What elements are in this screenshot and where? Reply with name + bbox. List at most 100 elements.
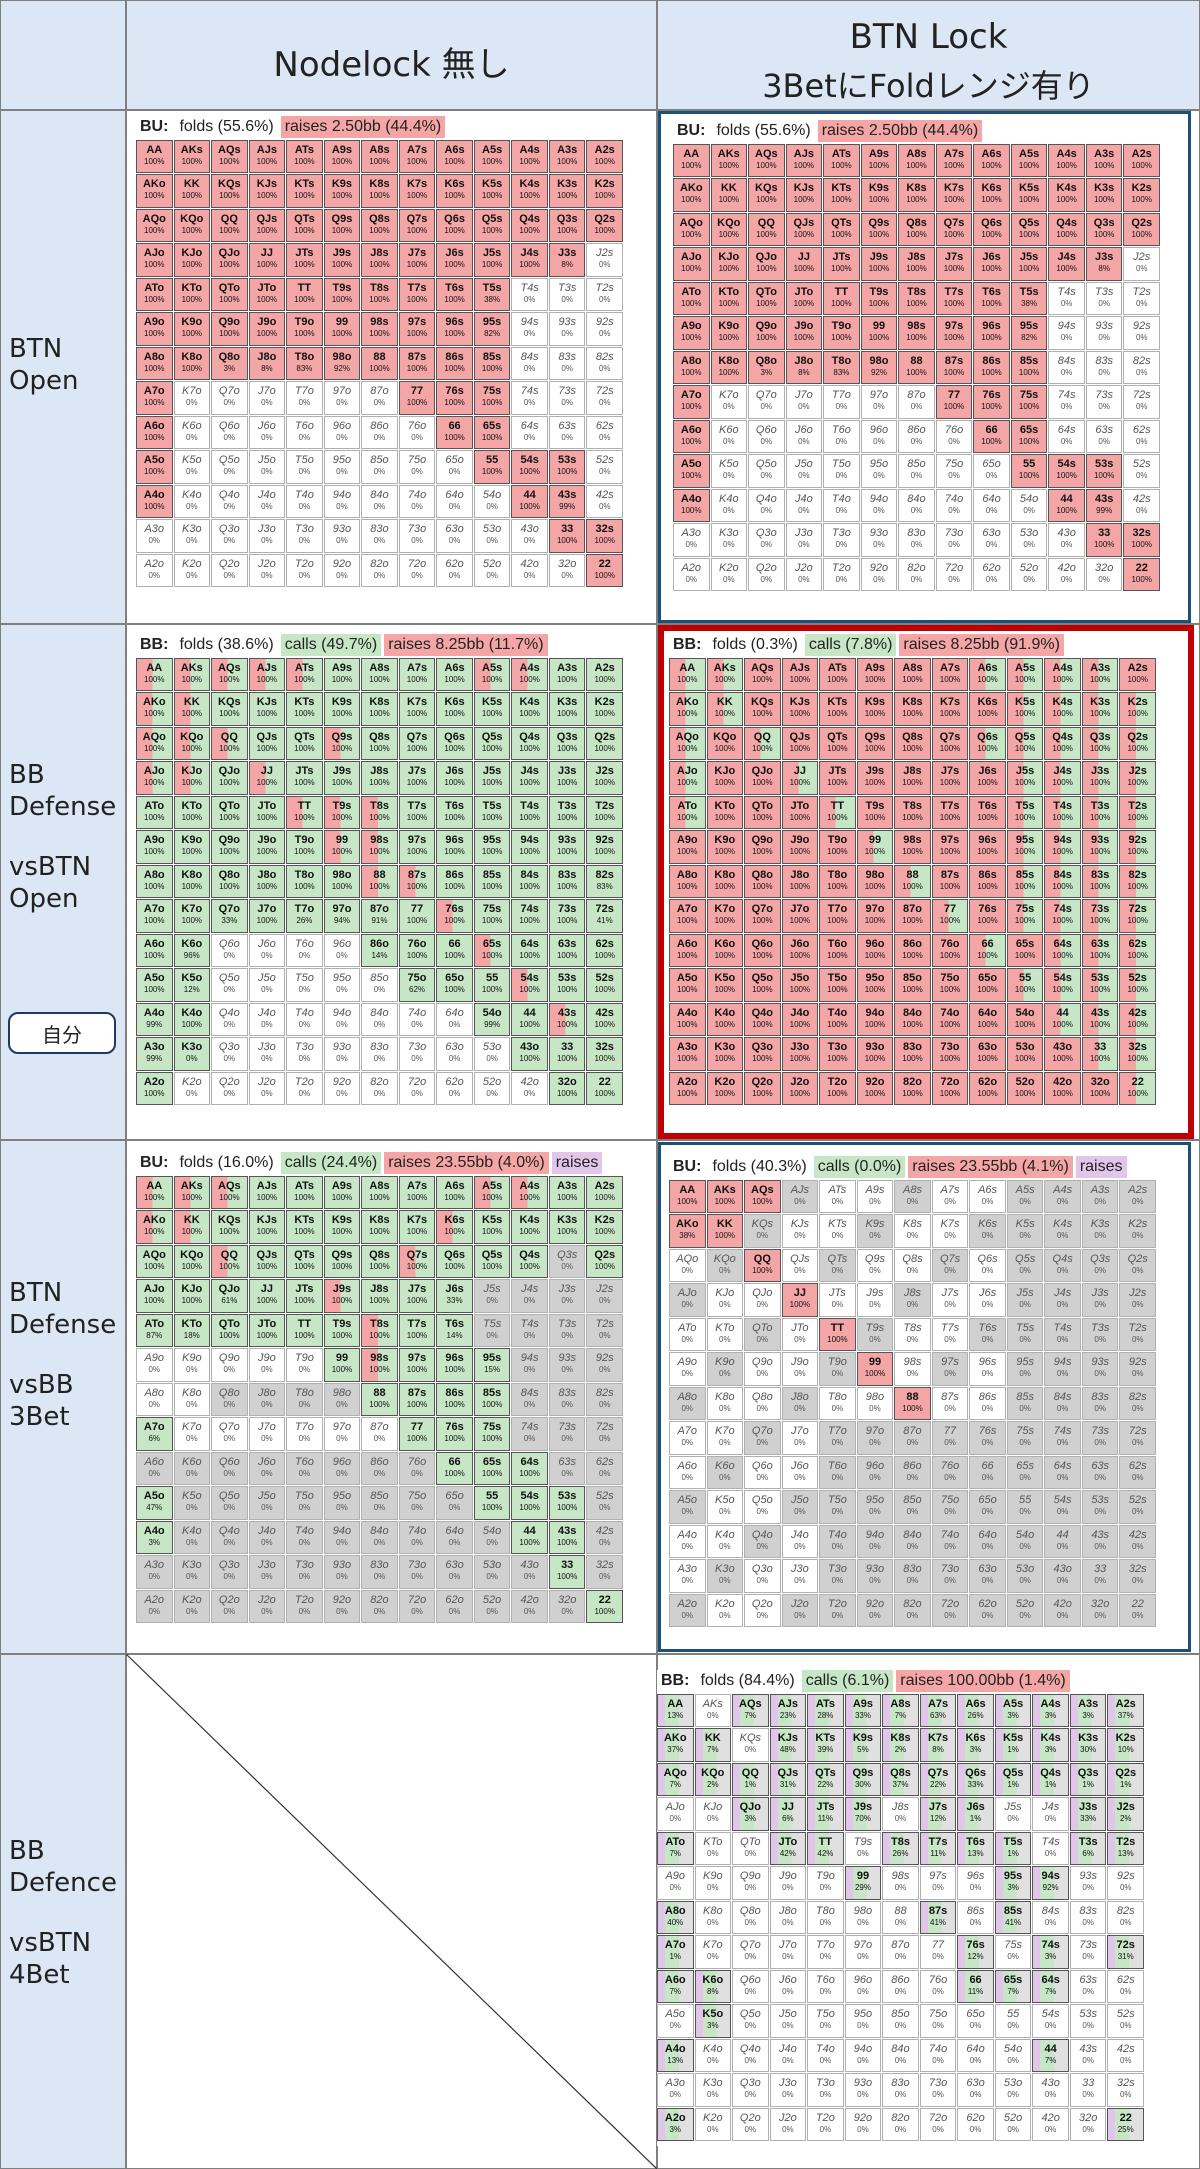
hand-cell-55[interactable]: 55 100% <box>473 968 511 1002</box>
hand-cell-j6o[interactable]: J6o 0% <box>769 1969 807 2004</box>
hand-cell-k5s[interactable]: K5s 100% <box>473 1210 511 1244</box>
hand-cell-96s[interactable]: 96s 0% <box>957 1866 994 1900</box>
hand-cell-42s[interactable]: 42s 0% <box>1123 488 1160 523</box>
hand-cell-62o[interactable]: 62o 0% <box>957 2107 994 2141</box>
hand-cell-63s[interactable]: 63s 0% <box>1069 1969 1107 2004</box>
hand-cell-t6s[interactable]: T6s 100% <box>973 281 1010 316</box>
hand-cell-42s[interactable]: 42s 0% <box>586 1520 623 1555</box>
hand-cell-a2s[interactable]: A2s 100% <box>586 658 623 692</box>
hand-cell-q3s[interactable]: Q3s 0% <box>1081 1248 1119 1283</box>
hand-cell-t8s[interactable]: T8s 100% <box>894 795 931 830</box>
hand-cell-j8s[interactable]: J8s 100% <box>361 1279 398 1313</box>
hand-cell-74o[interactable]: 74o 0% <box>931 1524 969 1559</box>
hand-cell-t3s[interactable]: T3s 0% <box>1081 1317 1119 1352</box>
hand-cell-65s[interactable]: 65s 100% <box>1006 933 1044 968</box>
hand-cell-q8s[interactable]: Q8s 37% <box>882 1762 919 1797</box>
hand-cell-j2o[interactable]: J2o 0% <box>781 1593 819 1627</box>
hand-cell-qts[interactable]: QTs 100% <box>286 208 323 243</box>
hand-cell-44[interactable]: 44 100% <box>511 484 548 519</box>
hand-cell-83o[interactable]: 83o 0% <box>898 523 935 557</box>
hand-cell-q2o[interactable]: Q2o 0% <box>748 557 785 591</box>
hand-cell-95o[interactable]: 95o 0% <box>856 1490 894 1524</box>
hand-cell-k6s[interactable]: K6s 100% <box>969 692 1006 726</box>
hand-cell-k6o[interactable]: K6o 0% <box>710 419 748 454</box>
hand-cell-q9s[interactable]: Q9s 100% <box>323 208 361 243</box>
hand-cell-j4o[interactable]: J4o 0% <box>248 1002 286 1037</box>
hand-cell-k3s[interactable]: K3s 100% <box>548 692 586 726</box>
hand-cell-85s[interactable]: 85s 41% <box>994 1900 1032 1935</box>
hand-cell-k2o[interactable]: K2o 0% <box>173 553 211 587</box>
hand-cell-ato[interactable]: ATo 100% <box>669 795 706 830</box>
hand-cell-84o[interactable]: 84o 0% <box>361 1002 398 1037</box>
hand-cell-j4o[interactable]: J4o 100% <box>781 1002 819 1037</box>
hand-cell-aks[interactable]: AKs 100% <box>173 658 211 692</box>
hand-cell-kqs[interactable]: KQs 100% <box>744 692 781 726</box>
hand-cell-53o[interactable]: 53o 0% <box>994 2073 1032 2107</box>
hand-cell-73o[interactable]: 73o 0% <box>935 523 973 557</box>
hand-cell-t7s[interactable]: T7s 100% <box>398 795 436 830</box>
hand-cell-t7o[interactable]: T7o 0% <box>819 1421 856 1455</box>
hand-cell-97o[interactable]: 97o 0% <box>844 1935 882 1969</box>
hand-cell-tt[interactable]: TT 100% <box>286 1313 323 1348</box>
hand-cell-53s[interactable]: 53s 100% <box>548 450 586 484</box>
hand-cell-t9s[interactable]: T9s 100% <box>323 795 361 830</box>
hand-cell-54s[interactable]: 54s 100% <box>511 968 548 1002</box>
hand-cell-44[interactable]: 44 7% <box>1032 2038 1069 2073</box>
hand-cell-q9s[interactable]: Q9s 100% <box>856 726 894 761</box>
hand-cell-55[interactable]: 55 100% <box>1010 454 1048 488</box>
hand-cell-72s[interactable]: 72s 100% <box>1119 899 1156 933</box>
hand-cell-32o[interactable]: 32o 0% <box>1069 2107 1107 2141</box>
hand-cell-q9o[interactable]: Q9o 100% <box>748 316 785 350</box>
hand-cell-43o[interactable]: 43o 0% <box>1032 2073 1069 2107</box>
hand-cell-j5s[interactable]: J5s 100% <box>473 761 511 795</box>
hand-cell-65o[interactable]: 65o 100% <box>969 968 1006 1002</box>
hand-cell-j6s[interactable]: J6s 100% <box>436 243 473 277</box>
hand-cell-77[interactable]: 77 100% <box>398 381 436 415</box>
hand-cell-q6o[interactable]: Q6o 0% <box>744 1455 781 1490</box>
hand-cell-74o[interactable]: 74o 0% <box>398 1002 436 1037</box>
hand-cell-77[interactable]: 77 0% <box>919 1935 957 1969</box>
hand-cell-76o[interactable]: 76o 0% <box>935 419 973 454</box>
hand-cell-75s[interactable]: 75s 100% <box>1006 899 1044 933</box>
hand-cell-jto[interactable]: JTo 100% <box>248 277 286 312</box>
hand-cell-55[interactable]: 55 0% <box>1006 1490 1044 1524</box>
hand-cell-j5o[interactable]: J5o 100% <box>781 968 819 1002</box>
hand-cell-93s[interactable]: 93s 0% <box>1069 1866 1107 1900</box>
hand-cell-q6s[interactable]: Q6s 100% <box>436 1244 473 1279</box>
hand-cell-92o[interactable]: 92o 0% <box>323 1071 361 1105</box>
hand-cell-a6s[interactable]: A6s 100% <box>969 658 1006 692</box>
hand-cell-a4s[interactable]: A4s 100% <box>511 140 548 174</box>
hand-cell-84o[interactable]: 84o 100% <box>894 1002 931 1037</box>
hand-cell-83o[interactable]: 83o 0% <box>894 1559 931 1593</box>
hand-cell-kjo[interactable]: KJo 100% <box>706 761 744 795</box>
hand-cell-j6o[interactable]: J6o 0% <box>781 1455 819 1490</box>
hand-cell-j7o[interactable]: J7o 100% <box>248 899 286 933</box>
hand-cell-53s[interactable]: 53s 0% <box>1081 1490 1119 1524</box>
hand-cell-96o[interactable]: 96o 100% <box>856 933 894 968</box>
hand-cell-75s[interactable]: 75s 0% <box>1006 1421 1044 1455</box>
hand-cell-92o[interactable]: 92o 0% <box>860 557 898 591</box>
hand-cell-82s[interactable]: 82s 0% <box>1107 1900 1144 1935</box>
hand-cell-52o[interactable]: 52o 0% <box>473 1071 511 1105</box>
hand-cell-84o[interactable]: 84o 0% <box>894 1524 931 1559</box>
hand-cell-q5s[interactable]: Q5s 100% <box>473 208 511 243</box>
hand-cell-72o[interactable]: 72o 100% <box>931 1071 969 1105</box>
hand-cell-qjs[interactable]: QJs 31% <box>769 1762 807 1797</box>
hand-cell-k9o[interactable]: K9o 100% <box>710 316 748 350</box>
hand-cell-94o[interactable]: 94o 0% <box>860 488 898 523</box>
hand-cell-87o[interactable]: 87o 0% <box>898 385 935 419</box>
hand-cell-j6o[interactable]: J6o 0% <box>248 933 286 968</box>
hand-cell-73o[interactable]: 73o 0% <box>931 1559 969 1593</box>
hand-cell-84o[interactable]: 84o 0% <box>361 484 398 519</box>
hand-cell-95s[interactable]: 95s 0% <box>1006 1352 1044 1386</box>
hand-cell-kts[interactable]: KTs 0% <box>819 1214 856 1248</box>
hand-cell-64s[interactable]: 64s 100% <box>1044 933 1081 968</box>
hand-cell-k3o[interactable]: K3o 0% <box>173 1037 211 1071</box>
hand-cell-t4s[interactable]: T4s 0% <box>511 1313 548 1348</box>
hand-cell-j3s[interactable]: J3s 100% <box>548 761 586 795</box>
hand-cell-72o[interactable]: 72o 0% <box>398 1071 436 1105</box>
hand-cell-aa[interactable]: AA 100% <box>136 140 173 174</box>
hand-cell-kto[interactable]: KTo 18% <box>173 1313 211 1348</box>
hand-cell-q5s[interactable]: Q5s 100% <box>1010 212 1048 247</box>
hand-cell-kqo[interactable]: KQo 100% <box>173 726 211 761</box>
